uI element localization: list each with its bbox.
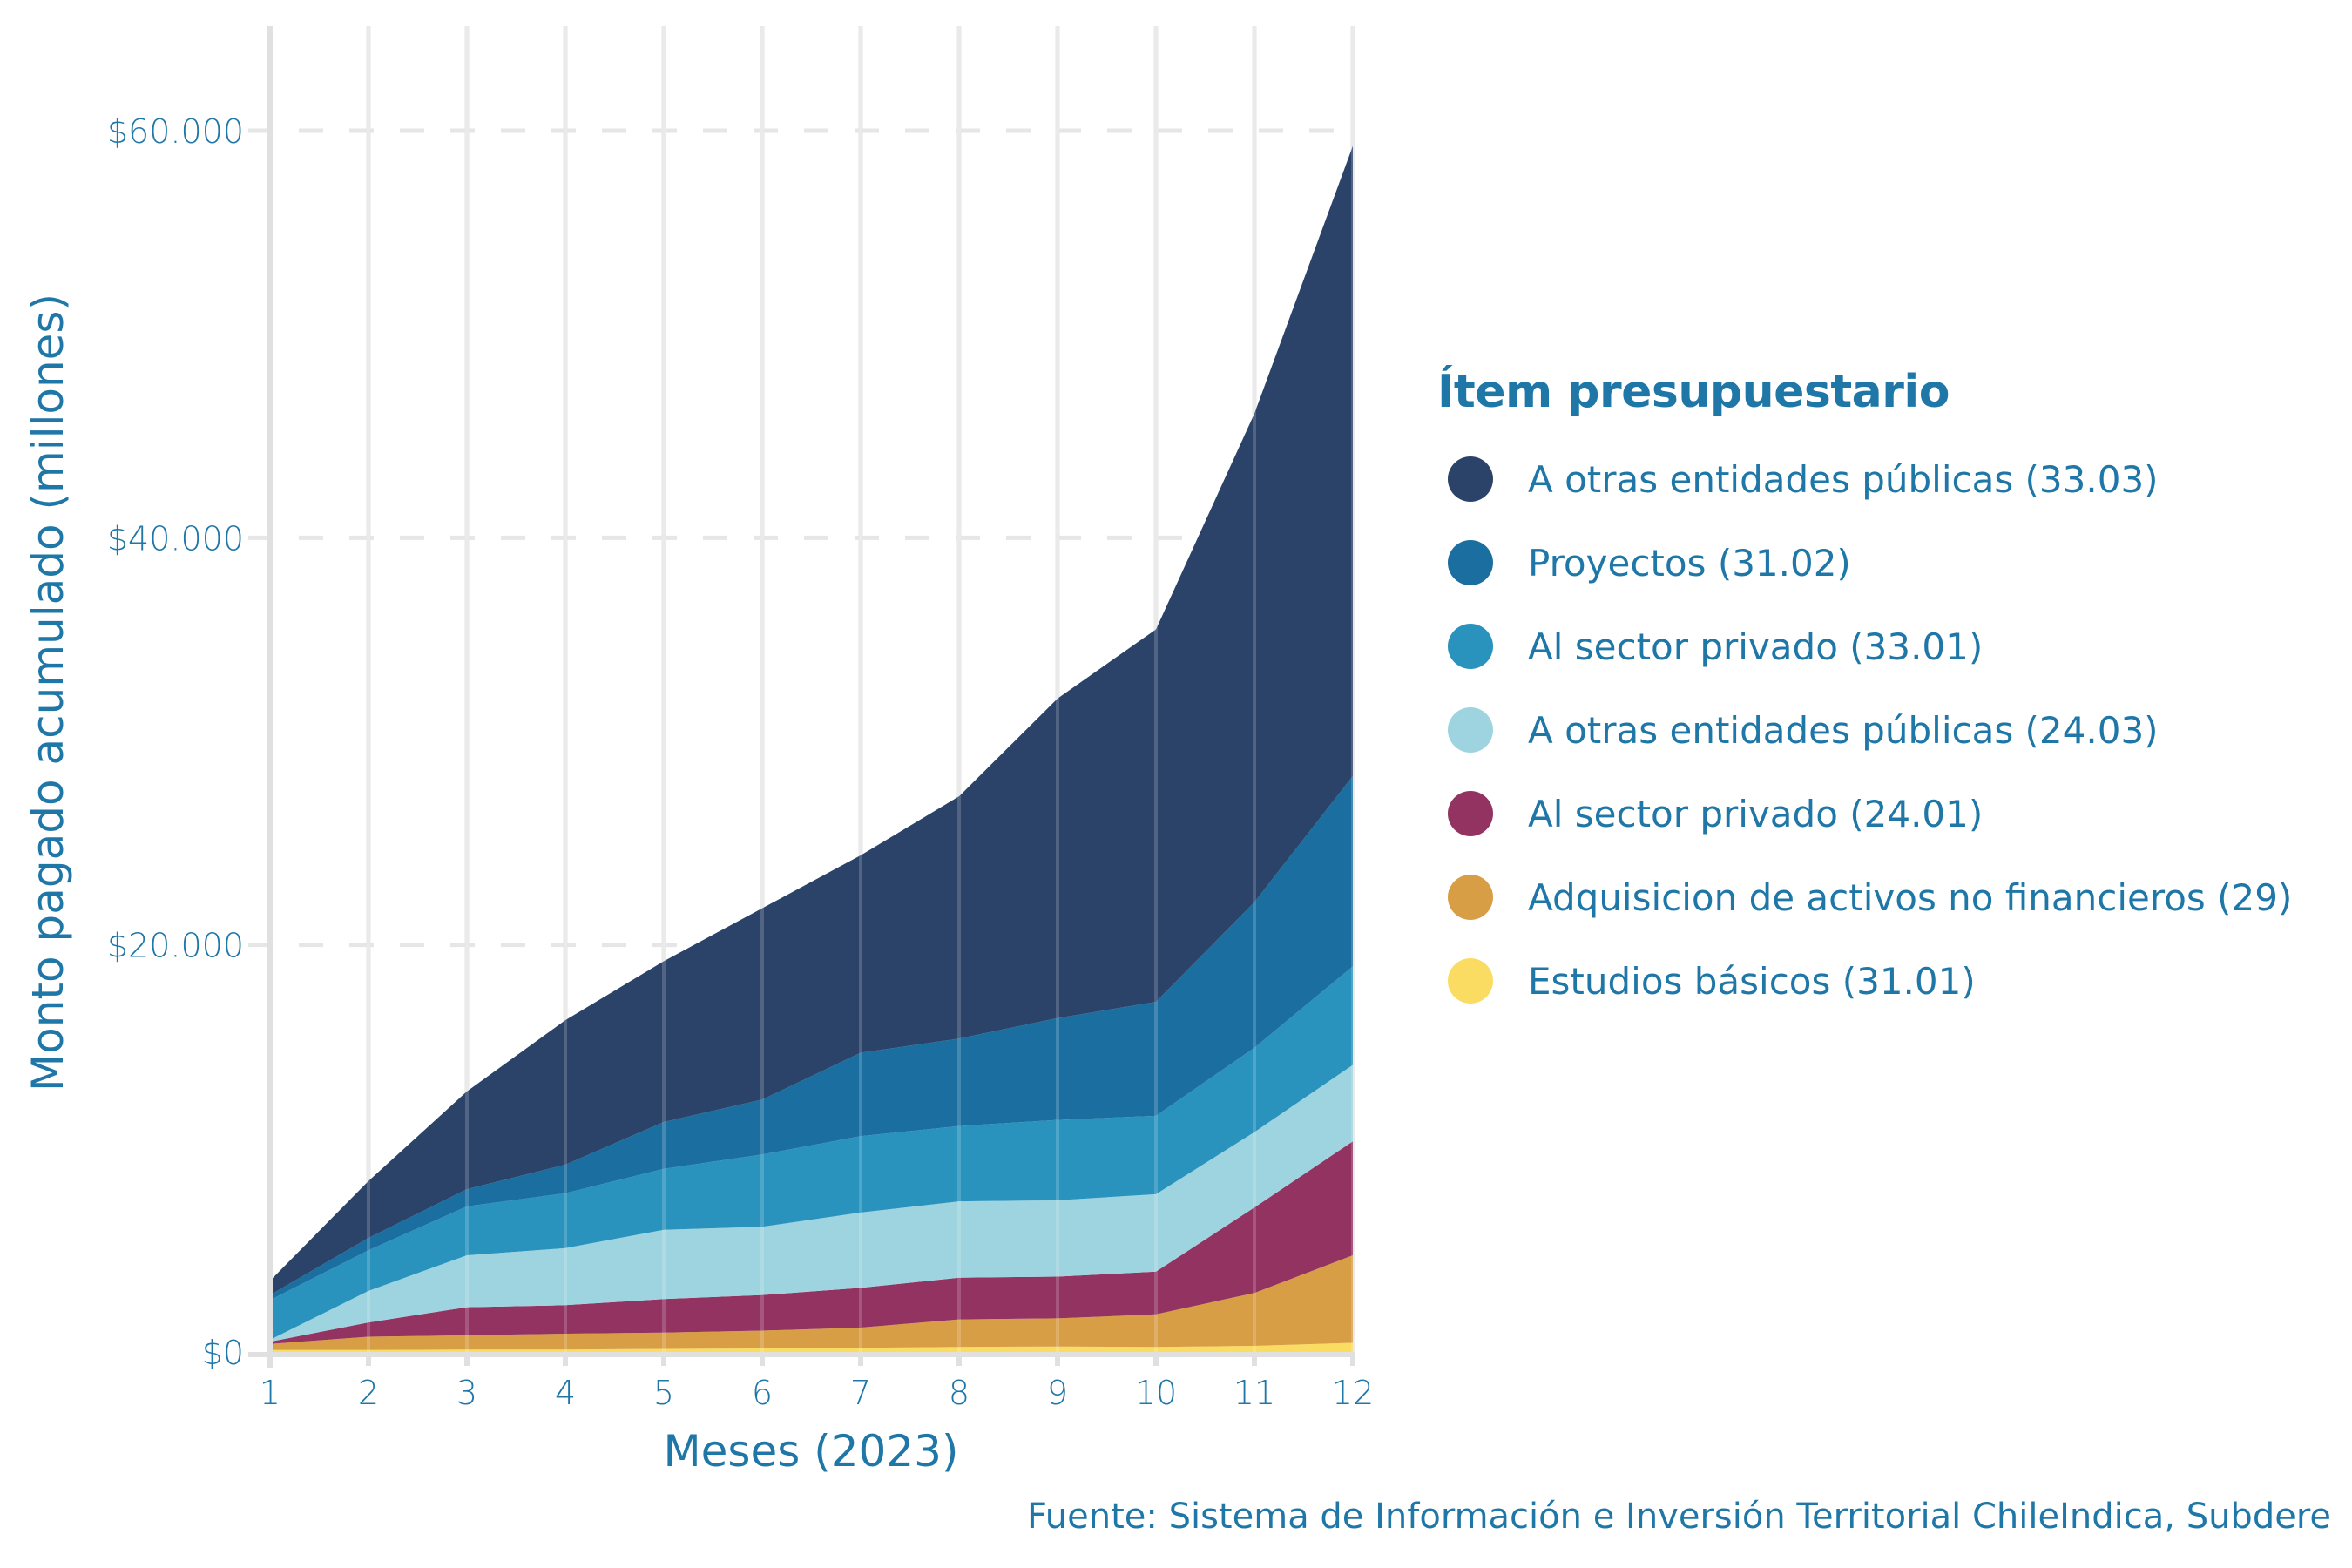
- x-tick-label: 9: [1047, 1374, 1068, 1412]
- legend-label: Estudios básicos (31.01): [1528, 959, 1976, 1003]
- area-a-otras-entidades-publicas-33-03: [270, 145, 1353, 1295]
- x-tick-label: 2: [358, 1374, 379, 1412]
- x-tick-label: 5: [653, 1374, 674, 1412]
- source-caption: Fuente: Sistema de Información e Inversi…: [1026, 1497, 2331, 1537]
- legend-swatch-icon: [1448, 624, 1493, 669]
- legend-swatch-icon: [1448, 791, 1493, 836]
- y-tick-label: $60.000: [107, 112, 244, 151]
- legend-swatch-icon: [1448, 540, 1493, 585]
- legend-title: Ítem presupuestario: [1437, 366, 1950, 418]
- y-tick-label: $0: [202, 1334, 244, 1372]
- x-tick-label: 8: [949, 1374, 970, 1412]
- legend-item: Al sector privado (24.01): [1437, 772, 2292, 855]
- legend-swatch-icon: [1448, 456, 1493, 502]
- legend-item: Adquisicion de activos no financieros (2…: [1437, 855, 2292, 939]
- x-tick-label: 1: [260, 1374, 280, 1412]
- legend-items: A otras entidades públicas (33.03) Proye…: [1437, 437, 2292, 1023]
- legend-swatch-icon: [1448, 958, 1493, 1004]
- legend: Ítem presupuestario A otras entidades pú…: [1437, 366, 2292, 1023]
- legend-label: Adquisicion de activos no financieros (2…: [1528, 875, 2293, 919]
- legend-item: Estudios básicos (31.01): [1437, 939, 2292, 1023]
- x-tick-label: 12: [1332, 1374, 1374, 1412]
- legend-item: Proyectos (31.02): [1437, 521, 2292, 605]
- x-tick-label: 7: [850, 1374, 871, 1412]
- y-tick-label: $40.000: [107, 519, 244, 558]
- legend-item: A otras entidades públicas (24.03): [1437, 688, 2292, 772]
- legend-label: A otras entidades públicas (24.03): [1528, 708, 2159, 752]
- x-tick-label: 3: [456, 1374, 477, 1412]
- legend-label: Proyectos (31.02): [1528, 541, 1851, 585]
- area-al-sector-privado-33-01: [270, 966, 1353, 1340]
- legend-swatch-icon: [1448, 707, 1493, 753]
- x-tick-label: 4: [555, 1374, 576, 1412]
- area-proyectos-31-02: [270, 775, 1353, 1301]
- y-tick-label: $20.000: [107, 927, 244, 965]
- area-a-otras-entidades-publicas-24-03: [270, 1064, 1353, 1342]
- area-layer: [270, 145, 1353, 1352]
- x-tick-label: 6: [752, 1374, 773, 1412]
- area-adquisicion-de-activos-no-financieros-29: [270, 1255, 1353, 1350]
- y-axis-title: Monto pagado acumulado (millones): [23, 294, 73, 1092]
- area-al-sector-privado-24-01: [270, 1141, 1353, 1344]
- legend-label: Al sector privado (24.01): [1528, 792, 1984, 835]
- legend-item: Al sector privado (33.01): [1437, 605, 2292, 688]
- legend-label: A otras entidades públicas (33.03): [1528, 457, 2159, 501]
- legend-item: A otras entidades públicas (33.03): [1437, 437, 2292, 521]
- x-tick-label: 11: [1233, 1374, 1275, 1412]
- x-axis-title: Meses (2023): [664, 1426, 959, 1477]
- legend-swatch-icon: [1448, 875, 1493, 920]
- area-estudios-basicos-31-01: [270, 1342, 1353, 1352]
- x-tick-label: 10: [1135, 1374, 1177, 1412]
- legend-label: Al sector privado (33.01): [1528, 625, 1984, 668]
